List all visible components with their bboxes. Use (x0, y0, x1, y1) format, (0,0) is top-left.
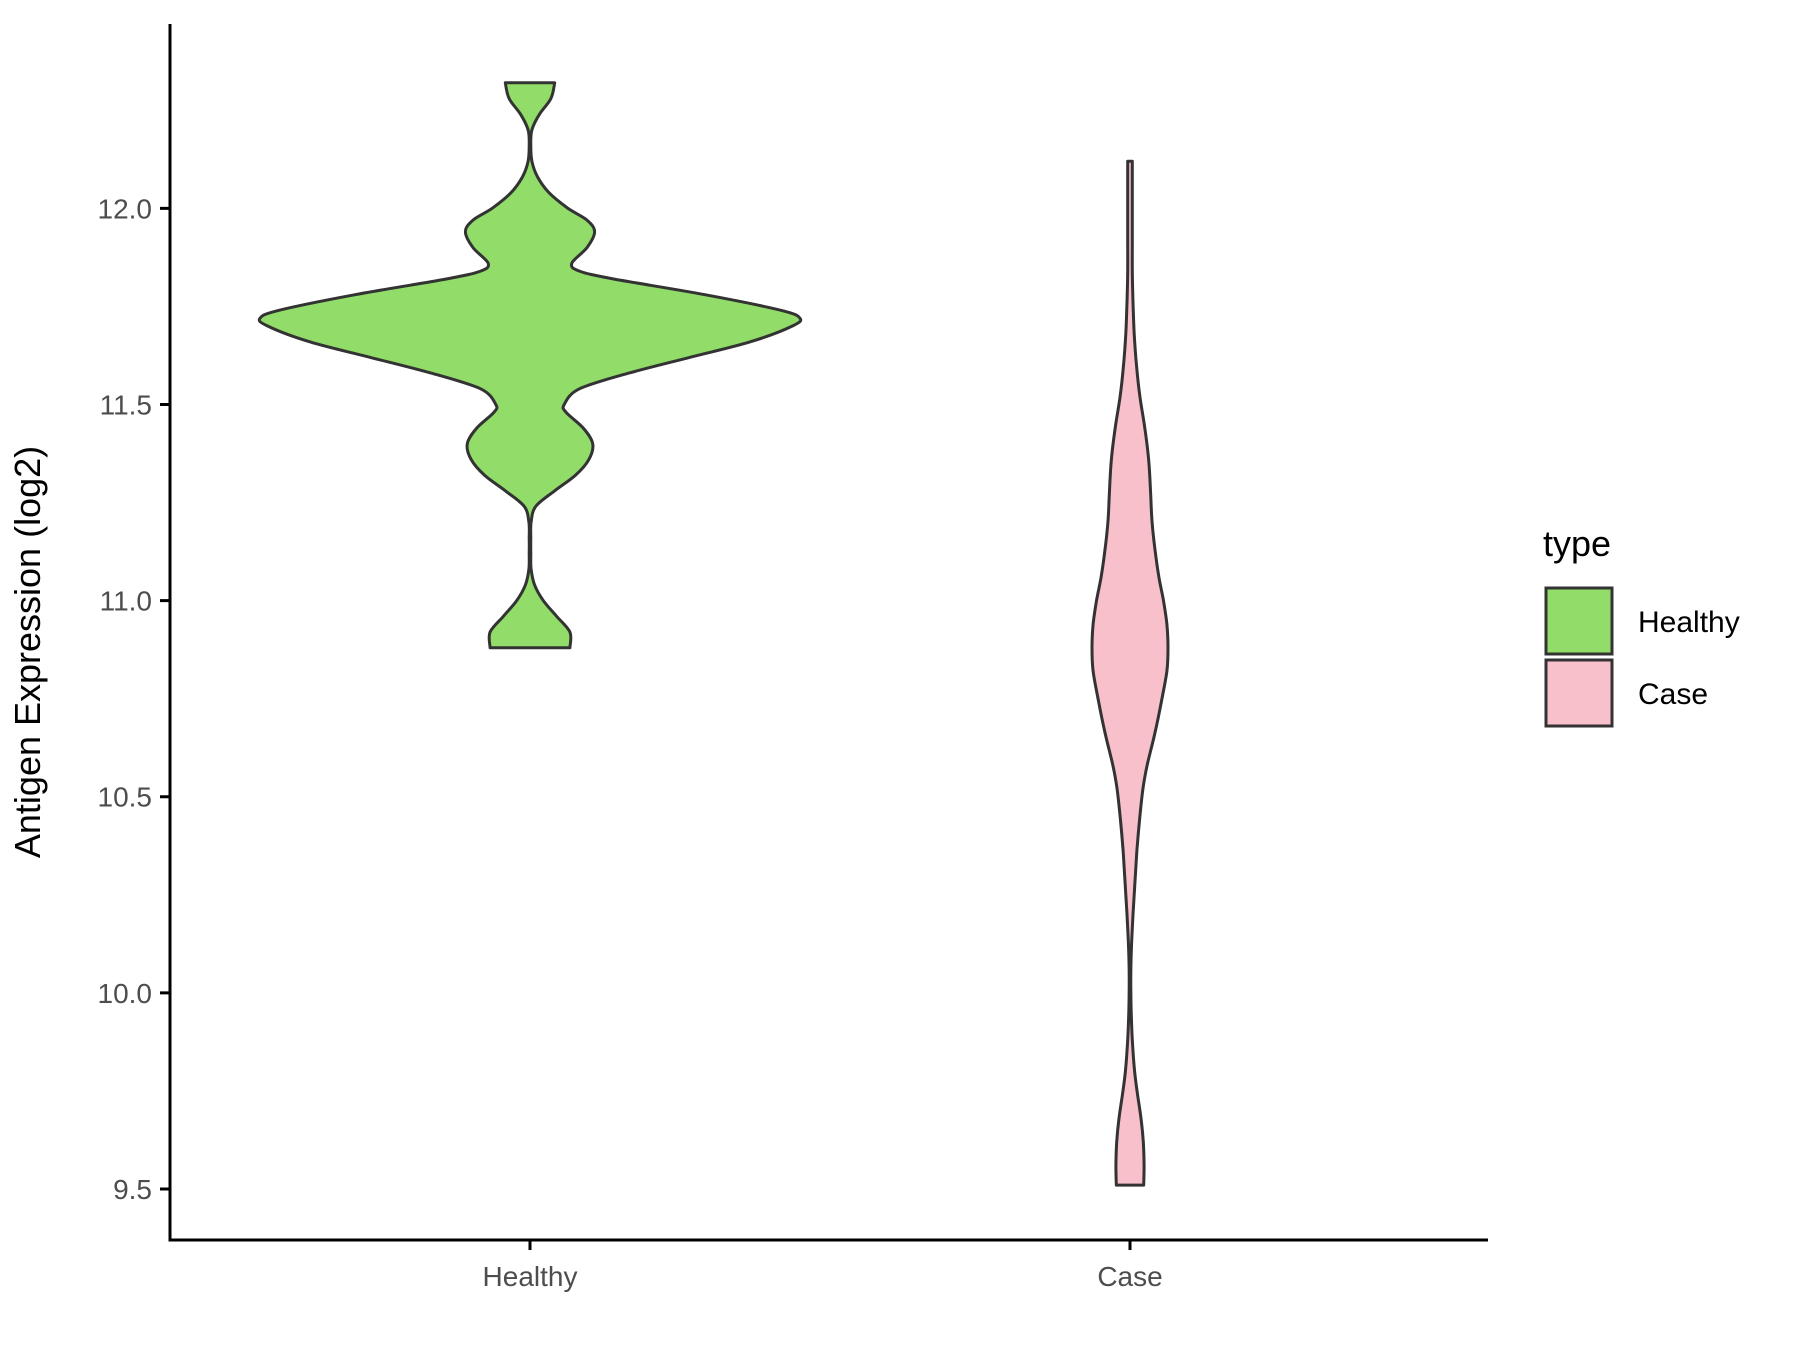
x-axis-ticks: Healthy Case (483, 1240, 1163, 1292)
x-tick-label-healthy: Healthy (483, 1261, 578, 1292)
violin-layer (257, 81, 1170, 1187)
legend-entries: Healthy Case (1544, 586, 1740, 728)
y-axis-title: Antigen Expression (log2) (7, 446, 48, 858)
x-tick-label-case: Case (1097, 1261, 1162, 1292)
plot-panel: 9.5 10.0 10.5 11.0 11.5 12.0 Healthy Case (98, 24, 1488, 1292)
legend-swatch-healthy (1544, 586, 1614, 656)
y-axis-ticks: 9.5 10.0 10.5 11.0 11.5 12.0 (98, 193, 170, 1205)
y-tick-label: 11.5 (100, 389, 152, 420)
y-tick-label: 10.5 (98, 782, 153, 813)
violin-case (1090, 159, 1170, 1187)
y-tick-label: 12.0 (98, 193, 153, 224)
y-tick-label: 10.0 (98, 978, 153, 1009)
violin-healthy (257, 81, 803, 650)
legend-label-healthy: Healthy (1638, 606, 1740, 639)
legend: type Healthy Case (1543, 523, 1740, 728)
y-tick-label: 9.5 (113, 1174, 152, 1205)
legend-swatch-case (1544, 658, 1614, 728)
y-tick-label: 11.0 (100, 586, 152, 617)
legend-label-case: Case (1638, 678, 1708, 711)
legend-title: type (1543, 523, 1611, 564)
